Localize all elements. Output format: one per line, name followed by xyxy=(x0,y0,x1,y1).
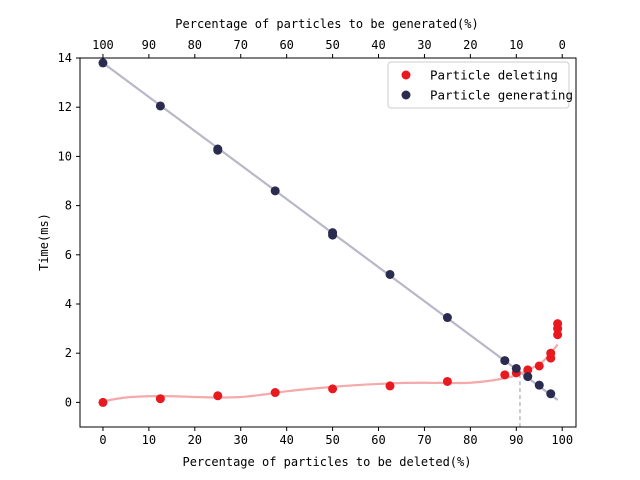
x-tick-label-10: 10 xyxy=(142,433,156,447)
top-tick-label-100: 100 xyxy=(92,38,114,52)
data-points xyxy=(98,58,563,407)
top-tick-label-70: 70 xyxy=(234,38,248,52)
x-tick-label-100: 100 xyxy=(551,433,573,447)
point-deleting-10 xyxy=(534,361,544,371)
y-tick-label-0: 0 xyxy=(65,395,72,409)
point-generating-0 xyxy=(98,58,108,68)
y-tick-label-10: 10 xyxy=(58,149,72,163)
legend-marker-generating xyxy=(401,90,411,100)
top-tick-label-40: 40 xyxy=(371,38,385,52)
y-tick-label-2: 2 xyxy=(65,346,72,360)
legend-label-deleting: Particle deleting xyxy=(430,68,558,83)
top-axis-label: Percentage of particles to be generated(… xyxy=(175,17,478,31)
point-generating-3 xyxy=(213,145,223,155)
top-axis-ticks: 100 90 80 70 60 50 40 30 20 10 0 xyxy=(92,38,566,58)
top-tick-label-60: 60 xyxy=(279,38,293,52)
x-tick-label-20: 20 xyxy=(188,433,202,447)
point-generating-6 xyxy=(328,230,338,240)
legend-box xyxy=(387,61,570,109)
x-tick-label-50: 50 xyxy=(325,433,339,447)
point-deleting-0 xyxy=(98,397,108,407)
x-tick-label-40: 40 xyxy=(279,433,293,447)
x-tick-label-70: 70 xyxy=(417,433,431,447)
y-tick-label-8: 8 xyxy=(65,199,72,213)
point-generating-13 xyxy=(546,389,556,399)
y-tick-label-4: 4 xyxy=(65,297,72,311)
legend-label-generating: Particle generating xyxy=(430,88,573,103)
legend: Particle deleting Particle generating xyxy=(387,61,573,109)
x-axis-ticks: 0 10 20 30 40 50 60 70 80 90 100 xyxy=(99,427,573,447)
legend-marker-deleting xyxy=(401,70,411,80)
point-deleting-1 xyxy=(155,394,165,404)
top-tick-label-20: 20 xyxy=(463,38,477,52)
x-tick-label-30: 30 xyxy=(234,433,248,447)
top-tick-label-90: 90 xyxy=(142,38,156,52)
plot-frame xyxy=(79,57,577,428)
x-tick-label-80: 80 xyxy=(463,433,477,447)
point-deleting-7 xyxy=(500,370,510,380)
point-generating-9 xyxy=(500,356,510,366)
point-deleting-15 xyxy=(553,319,563,329)
top-tick-label-80: 80 xyxy=(188,38,202,52)
top-tick-label-0: 0 xyxy=(559,38,566,52)
top-tick-label-30: 30 xyxy=(417,38,431,52)
point-generating-11 xyxy=(523,372,533,382)
point-generating-10 xyxy=(511,363,521,373)
point-generating-8 xyxy=(442,313,452,323)
y-tick-label-12: 12 xyxy=(58,100,72,114)
x-tick-label-60: 60 xyxy=(371,433,385,447)
point-generating-4 xyxy=(270,186,280,196)
point-deleting-9 xyxy=(523,365,533,375)
point-generating-7 xyxy=(385,269,395,279)
point-deleting-2 xyxy=(213,391,223,401)
point-deleting-13 xyxy=(553,330,563,340)
x-tick-label-90: 90 xyxy=(509,433,523,447)
point-deleting-12 xyxy=(546,348,556,358)
y-axis-ticks: 0 2 4 6 8 10 12 14 xyxy=(58,51,80,409)
point-deleting-4 xyxy=(328,384,338,394)
point-deleting-6 xyxy=(442,376,452,386)
point-generating-12 xyxy=(534,380,544,390)
y-axis-label: Time(ms) xyxy=(37,213,51,271)
point-deleting-3 xyxy=(270,388,280,398)
top-tick-label-50: 50 xyxy=(325,38,339,52)
point-generating-1 xyxy=(155,101,165,111)
x-axis-label: Percentage of particles to be deleted(%) xyxy=(183,455,472,469)
y-tick-label-14: 14 xyxy=(58,51,72,65)
x-tick-label-0: 0 xyxy=(99,433,106,447)
y-tick-label-6: 6 xyxy=(65,248,72,262)
top-tick-label-10: 10 xyxy=(509,38,523,52)
point-deleting-5 xyxy=(385,381,395,391)
